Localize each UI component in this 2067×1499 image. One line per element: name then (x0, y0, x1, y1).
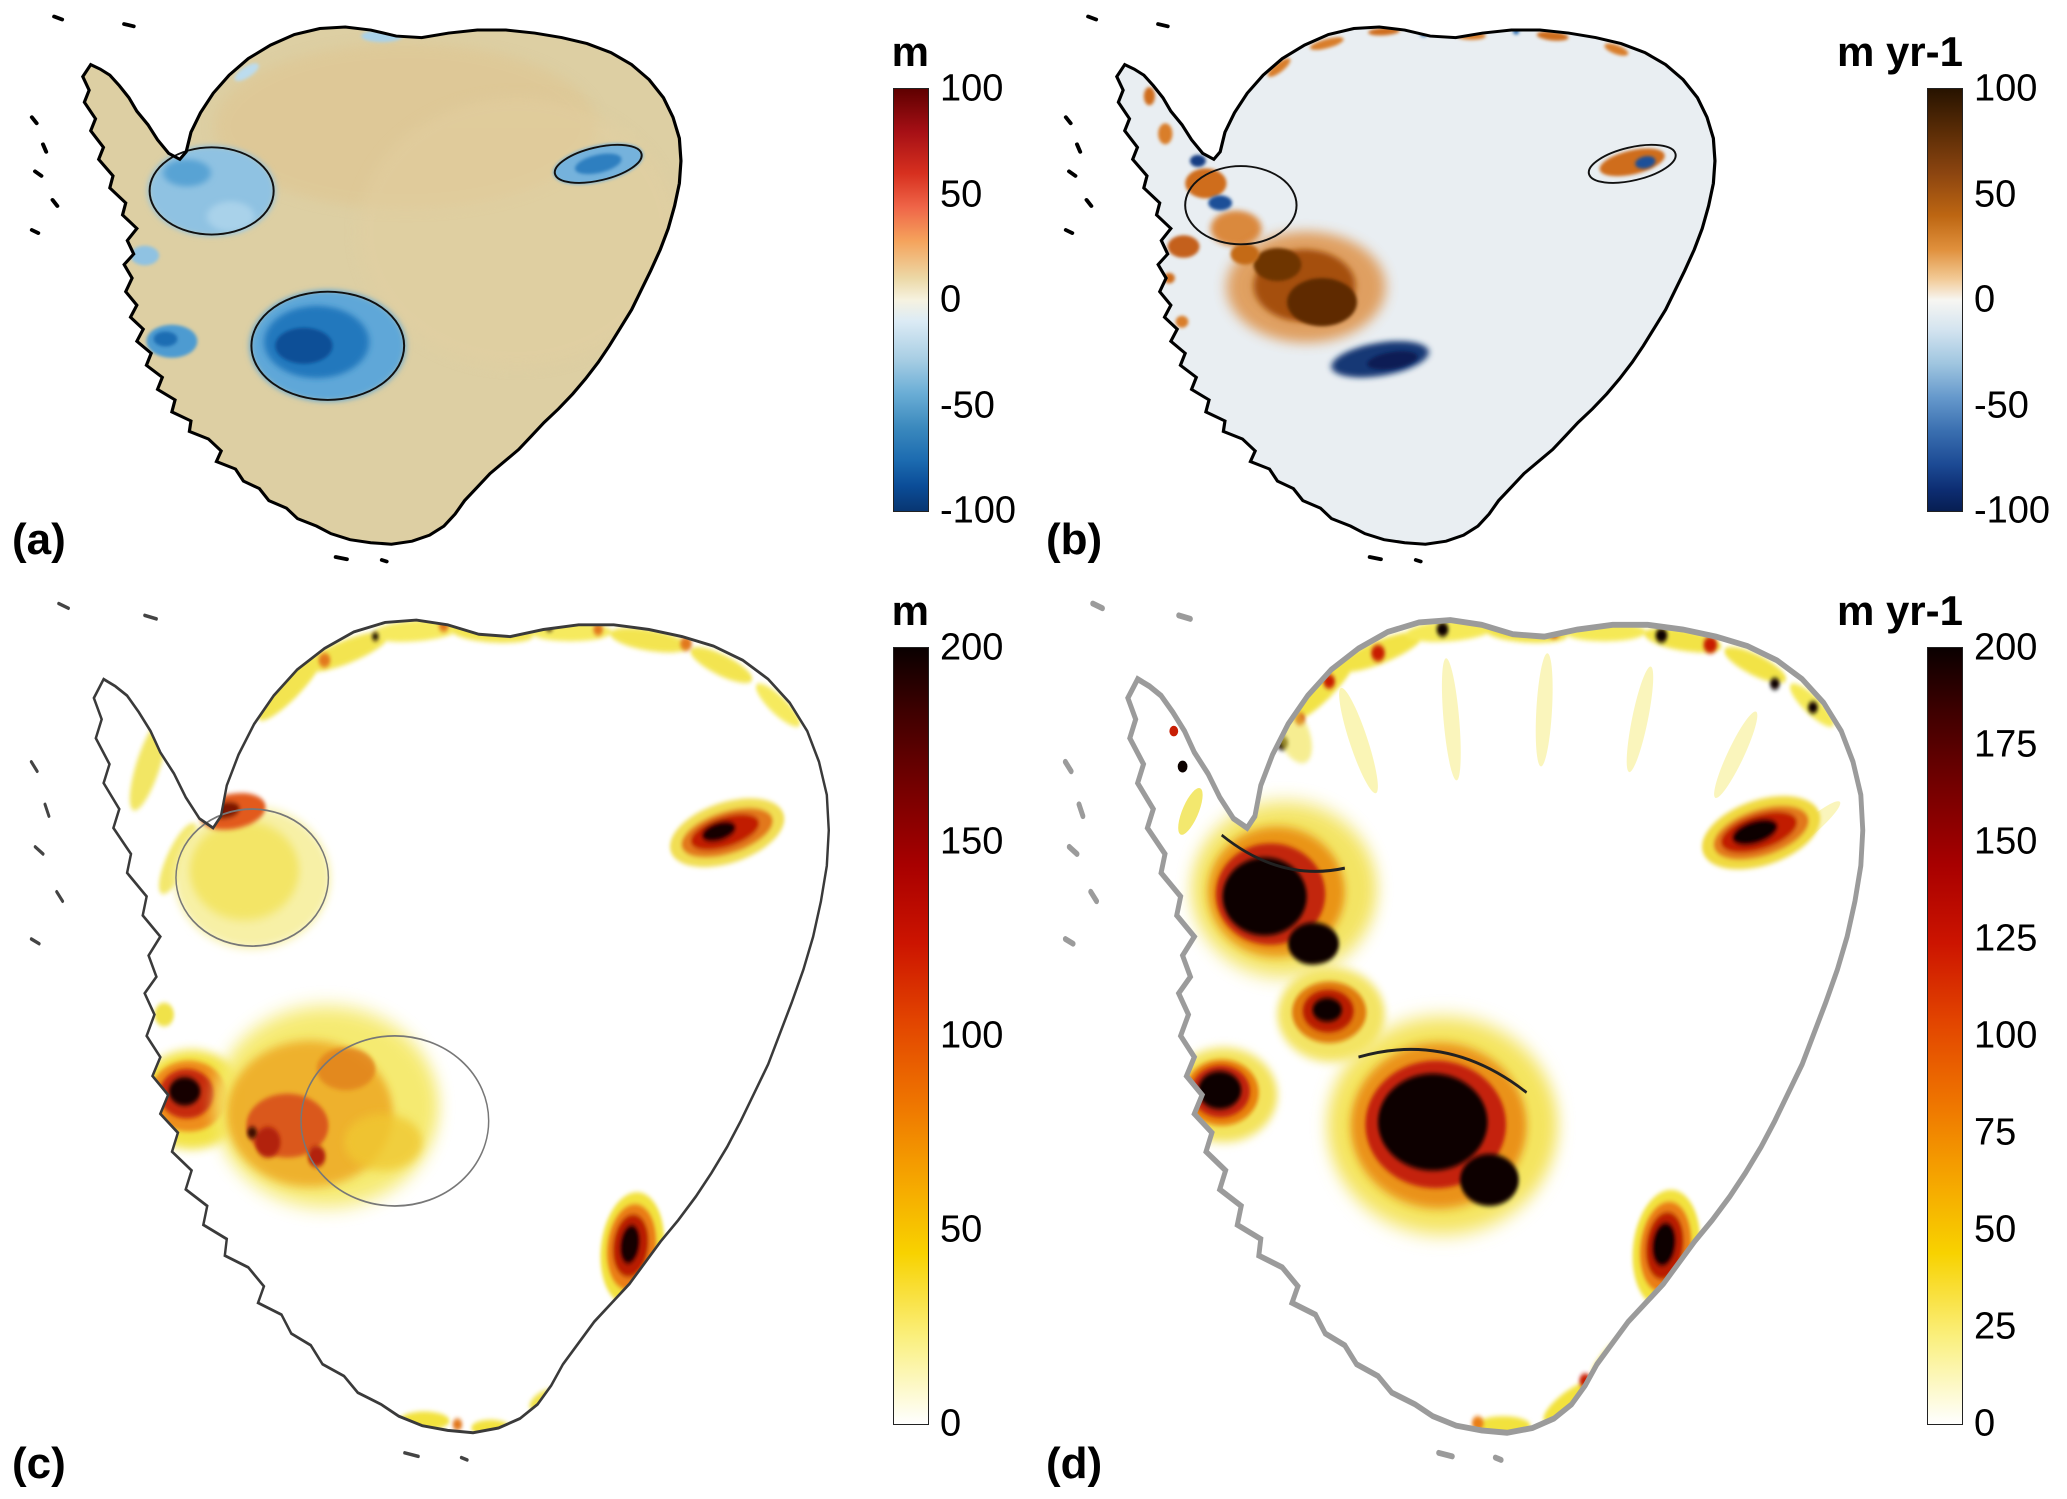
colorbar-tick: -50 (940, 384, 995, 426)
colorbar-title-d: m yr-1 (1836, 587, 1963, 634)
colorbar-tick: -50 (1974, 384, 2029, 426)
ice-sheet-base-b (1116, 27, 1715, 545)
colorbar-tick: 0 (1974, 278, 1996, 321)
colorbar-tick: 100 (1974, 1014, 2038, 1057)
colorbar-tick: 150 (940, 820, 1004, 863)
panel-b: m yr-1 100 50 0 -50 -100 (b) (1034, 0, 2067, 575)
grounding-lines-a (148, 143, 643, 401)
colorbar-title-c: m (891, 587, 929, 634)
colorbar-tick: 50 (1974, 1208, 2017, 1251)
colorbar-tick: -100 (1974, 489, 2051, 532)
colorbar-tick: 100 (1974, 67, 2038, 110)
colorbar-b: 100 50 0 -50 -100 (1927, 68, 2050, 532)
colorbar-title-b: m yr-1 (1836, 28, 1963, 75)
colorbar-tick: 50 (1974, 173, 2017, 215)
heatmap-field-a (130, 30, 681, 402)
colorbar-tick: -100 (940, 489, 1017, 532)
panel-label-c: (c) (12, 1439, 66, 1488)
ice-sheet-base-d (1127, 620, 1863, 1433)
islands-c (29, 601, 469, 1462)
colorbar-tick: 75 (1974, 1111, 2017, 1154)
grounding-lines-b (1184, 143, 1677, 246)
colorbar-tick: 50 (940, 173, 983, 215)
islands-d (1062, 600, 1504, 1463)
ice-sheet-base-c (93, 620, 829, 1433)
colorbar-title-a: m (891, 28, 929, 75)
panel-c: m 200 150 100 50 0 (c) (0, 575, 1033, 1499)
colorbar-tick: 0 (940, 1402, 962, 1445)
panel-label-d: (d) (1046, 1439, 1103, 1488)
panel-a: m 100 50 0 -50 -100 (a) (0, 0, 1033, 575)
islands-a (29, 14, 389, 564)
colorbar-tick: 200 (940, 626, 1004, 669)
panel-label-b: (b) (1046, 515, 1103, 564)
map-antarctica-c (29, 601, 831, 1462)
heatmap-field-b (1143, 27, 1715, 378)
colorbar-tick: 50 (940, 1208, 983, 1251)
map-antarctica-d (1062, 600, 1896, 1463)
colorbar-d: 200 175 150 125 100 75 50 25 0 (1927, 627, 2037, 1445)
colorbar-tick: 0 (1974, 1402, 1996, 1445)
colorbar-tick: 100 (940, 67, 1004, 110)
colorbar-tick: 175 (1974, 723, 2038, 766)
colorbar-tick: 0 (940, 278, 962, 321)
panel-label-a: (a) (12, 515, 66, 564)
map-antarctica-b (1063, 14, 1717, 564)
colorbar-tick: 25 (1974, 1305, 2017, 1348)
grounding-lines-d (1221, 833, 1528, 1094)
panel-d: m yr-1 200 175 150 125 100 75 50 25 0 (d… (1034, 575, 2067, 1499)
colorbar-tick: 100 (940, 1014, 1004, 1057)
colorbar-a: 100 50 0 -50 -100 (893, 68, 1016, 532)
colorbar-c: 200 150 100 50 0 (893, 627, 1003, 1445)
colorbar-tick: 150 (1974, 820, 2038, 863)
colorbar-tick: 200 (1974, 626, 2038, 669)
grounding-lines-c (175, 808, 490, 1207)
map-antarctica-a (29, 14, 683, 564)
colorbar-tick: 125 (1974, 917, 2038, 960)
islands-b (1063, 14, 1423, 564)
